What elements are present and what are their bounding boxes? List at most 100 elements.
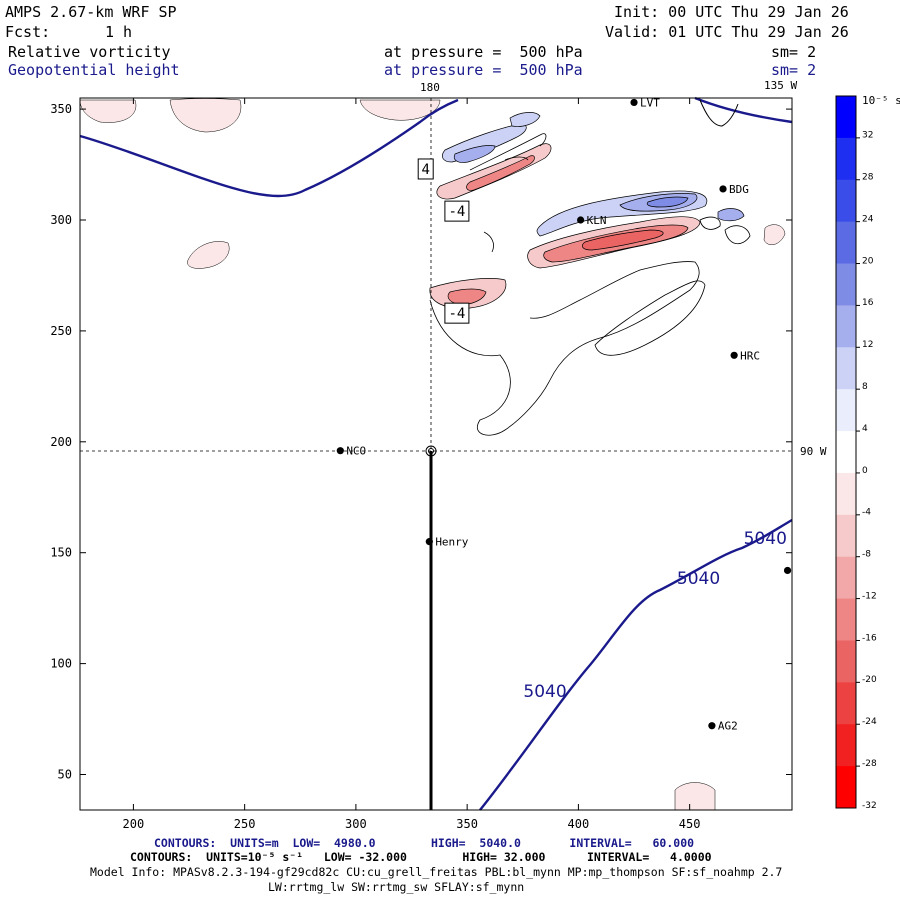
colorbar-swatch bbox=[836, 137, 856, 181]
colorbar-tick-label: -12 bbox=[862, 591, 877, 601]
colorbar-swatch bbox=[836, 96, 856, 139]
vorticity-zero-contours bbox=[429, 133, 751, 436]
plot-area bbox=[79, 96, 793, 811]
station-label: LVT bbox=[640, 96, 660, 109]
y-tick-label: 250 bbox=[50, 324, 72, 338]
height-contour-label: 5040 bbox=[677, 569, 720, 589]
colorbar-tick-label: 4 bbox=[862, 424, 868, 434]
blue-blob bbox=[453, 145, 496, 163]
plot-frame bbox=[79, 97, 793, 811]
station-label: AG2 bbox=[718, 720, 738, 733]
zero-contour bbox=[469, 133, 547, 171]
vorticity-labels: 4 -4 -4 bbox=[417, 158, 470, 324]
colorbar-swatch bbox=[836, 556, 856, 600]
colorbar-tick-label: 8 bbox=[862, 382, 868, 392]
station-label: KLN bbox=[587, 214, 607, 227]
station-marker bbox=[336, 447, 344, 455]
colorbar-swatch bbox=[836, 724, 856, 767]
y-tick-label: 150 bbox=[50, 546, 72, 560]
colorbar-swatch bbox=[836, 305, 856, 348]
red-blob bbox=[674, 782, 716, 811]
colorbar: 32 28 24 20 16 12 8 4 0 -4 -8 -12 -16 -20 -24 -28 -32 bbox=[835, 95, 877, 811]
colorbar-swatch bbox=[836, 389, 856, 432]
station-label: Henry bbox=[435, 536, 468, 549]
colorbar-swatch bbox=[836, 431, 856, 474]
colorbar-frame bbox=[835, 95, 857, 809]
fcst-label: Fcst: bbox=[5, 23, 51, 41]
meridian-135w-label: 135 W bbox=[764, 79, 798, 92]
field1-name: Relative vorticity bbox=[8, 43, 171, 61]
height-contour-south bbox=[479, 518, 793, 811]
colorbar-tick-label: 32 bbox=[862, 131, 873, 141]
vorticity-label: -4 bbox=[448, 204, 465, 220]
field1-level: at pressure = 500 hPa bbox=[384, 43, 583, 61]
zero-contour bbox=[724, 225, 751, 244]
colorbar-tick-label: -20 bbox=[862, 675, 877, 685]
x-tick-label: 300 bbox=[345, 817, 367, 831]
colorbar-tick-label: 12 bbox=[862, 340, 873, 350]
height-contours bbox=[79, 96, 793, 811]
field2-smooth: sm= 2 bbox=[771, 61, 817, 79]
x-tick-label: 250 bbox=[234, 817, 256, 831]
field1-smooth: sm= 2 bbox=[771, 43, 817, 61]
stations: LVT BDG KLN HRC NCO Henry AG2 bbox=[336, 96, 792, 733]
colorbar-tick-label: -32 bbox=[862, 801, 877, 811]
colorbar-unit: 10⁻⁵ s⁻¹ bbox=[862, 94, 900, 107]
x-tick-label: 200 bbox=[123, 817, 145, 831]
zero-contour bbox=[699, 216, 721, 230]
y-tick-label: 350 bbox=[50, 102, 72, 116]
init-time: Init: 00 UTC Thu 29 Jan 26 bbox=[614, 3, 849, 21]
red-blob bbox=[466, 155, 535, 191]
footer-vorticity-contours: CONTOURS: UNITS=10⁻⁵ s⁻¹ LOW= -32.000 HI… bbox=[130, 850, 712, 864]
colorbar-tick-label: -28 bbox=[862, 759, 877, 769]
blue-blob bbox=[646, 196, 689, 208]
colorbar-tick-label: -4 bbox=[862, 508, 871, 518]
y-tick-label: 100 bbox=[50, 657, 72, 671]
vorticity-label-box bbox=[417, 158, 434, 180]
colorbar-swatch bbox=[836, 472, 856, 516]
field2-level: at pressure = 500 hPa bbox=[384, 61, 583, 79]
blue-blob bbox=[509, 112, 541, 127]
zero-contour bbox=[594, 280, 706, 356]
red-blob bbox=[359, 99, 441, 121]
colorbar-swatch bbox=[836, 514, 856, 558]
station-marker bbox=[730, 351, 738, 359]
station-marker bbox=[783, 566, 792, 575]
fcst-value: 1 h bbox=[105, 23, 133, 41]
colorbar-tick-label: 28 bbox=[862, 173, 874, 183]
y-tick-label: 50 bbox=[58, 768, 72, 782]
colorbar-swatch bbox=[836, 766, 856, 809]
height-contour-ne bbox=[694, 96, 793, 124]
x-tick-label: 450 bbox=[679, 817, 701, 831]
meridian-90w-label: 90 W bbox=[800, 445, 827, 458]
zero-contour bbox=[483, 231, 494, 253]
y-tick-label: 200 bbox=[50, 435, 72, 449]
field2-name: Geopotential height bbox=[8, 61, 180, 79]
colorbar-swatch bbox=[836, 598, 856, 641]
y-axis: 350 300 250 200 150 100 50 bbox=[50, 102, 792, 782]
station-label: NCO bbox=[346, 445, 366, 458]
red-blob bbox=[447, 288, 487, 305]
vorticity-label-box bbox=[444, 302, 470, 324]
zero-contour bbox=[504, 156, 529, 161]
height-contour-label: 5040 bbox=[744, 529, 787, 549]
colorbar-swatch bbox=[836, 682, 856, 725]
footer-physics: LW:rrtmg_lw SW:rrtmg_sw SFLAY:sf_mynn bbox=[268, 880, 525, 894]
height-contour-label: 5040 bbox=[523, 682, 566, 702]
station-marker bbox=[708, 722, 716, 730]
blue-blob bbox=[717, 208, 745, 222]
colorbar-swatch bbox=[836, 221, 856, 265]
station-marker bbox=[577, 216, 585, 224]
vorticity-label-box bbox=[444, 200, 470, 222]
footer-model-info: Model Info: MPASv8.2.3-194-gf29cd82c CU:… bbox=[90, 865, 783, 879]
station-marker bbox=[425, 538, 433, 546]
station-label: BDG bbox=[729, 183, 749, 196]
negative-vorticity-shading bbox=[79, 98, 786, 811]
model-title: AMPS 2.67-km WRF SP bbox=[5, 3, 177, 21]
colorbar-tick-label: 0 bbox=[862, 466, 868, 476]
colorbar-swatch bbox=[836, 263, 856, 306]
valid-time: Valid: 01 UTC Thu 29 Jan 26 bbox=[605, 23, 849, 41]
zero-contour bbox=[429, 261, 700, 436]
meridian-180-label: 180 bbox=[420, 81, 440, 94]
